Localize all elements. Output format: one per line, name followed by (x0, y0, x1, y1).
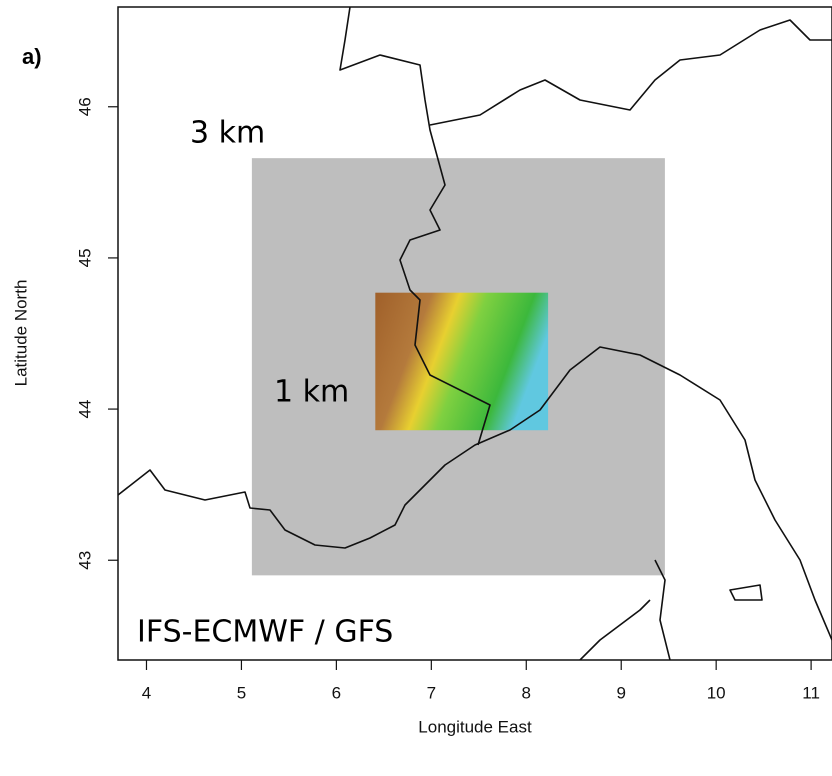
x-tick-label: 5 (237, 683, 246, 702)
x-tick-label: 7 (427, 683, 436, 702)
x-tick-label: 11 (802, 683, 820, 702)
map-figure: a) 3 km 1 km IFS-ECMWF / GFS Longitude E… (0, 0, 832, 771)
x-axis-label: Longitude East (418, 717, 532, 736)
y-tick-label: 45 (75, 248, 94, 267)
domain-label: 3 km (190, 116, 265, 151)
island (730, 585, 762, 600)
domain-label: 1 km (274, 375, 349, 410)
y-tick-label: 44 (75, 400, 94, 419)
x-tick-label: 8 (522, 683, 531, 702)
x-tick-label: 6 (332, 683, 341, 702)
border (430, 20, 832, 125)
y-tick-label: 46 (75, 97, 94, 116)
island (580, 600, 650, 660)
y-tick-label: 43 (75, 551, 94, 570)
x-tick-label: 4 (142, 683, 151, 702)
model-domain (375, 293, 548, 431)
panel-label: a) (22, 44, 42, 69)
annotation: IFS-ECMWF / GFS (137, 615, 393, 650)
x-tick-label: 9 (616, 683, 625, 702)
x-tick-label: 10 (707, 683, 726, 702)
y-axis-label: Latitude North (11, 280, 30, 387)
